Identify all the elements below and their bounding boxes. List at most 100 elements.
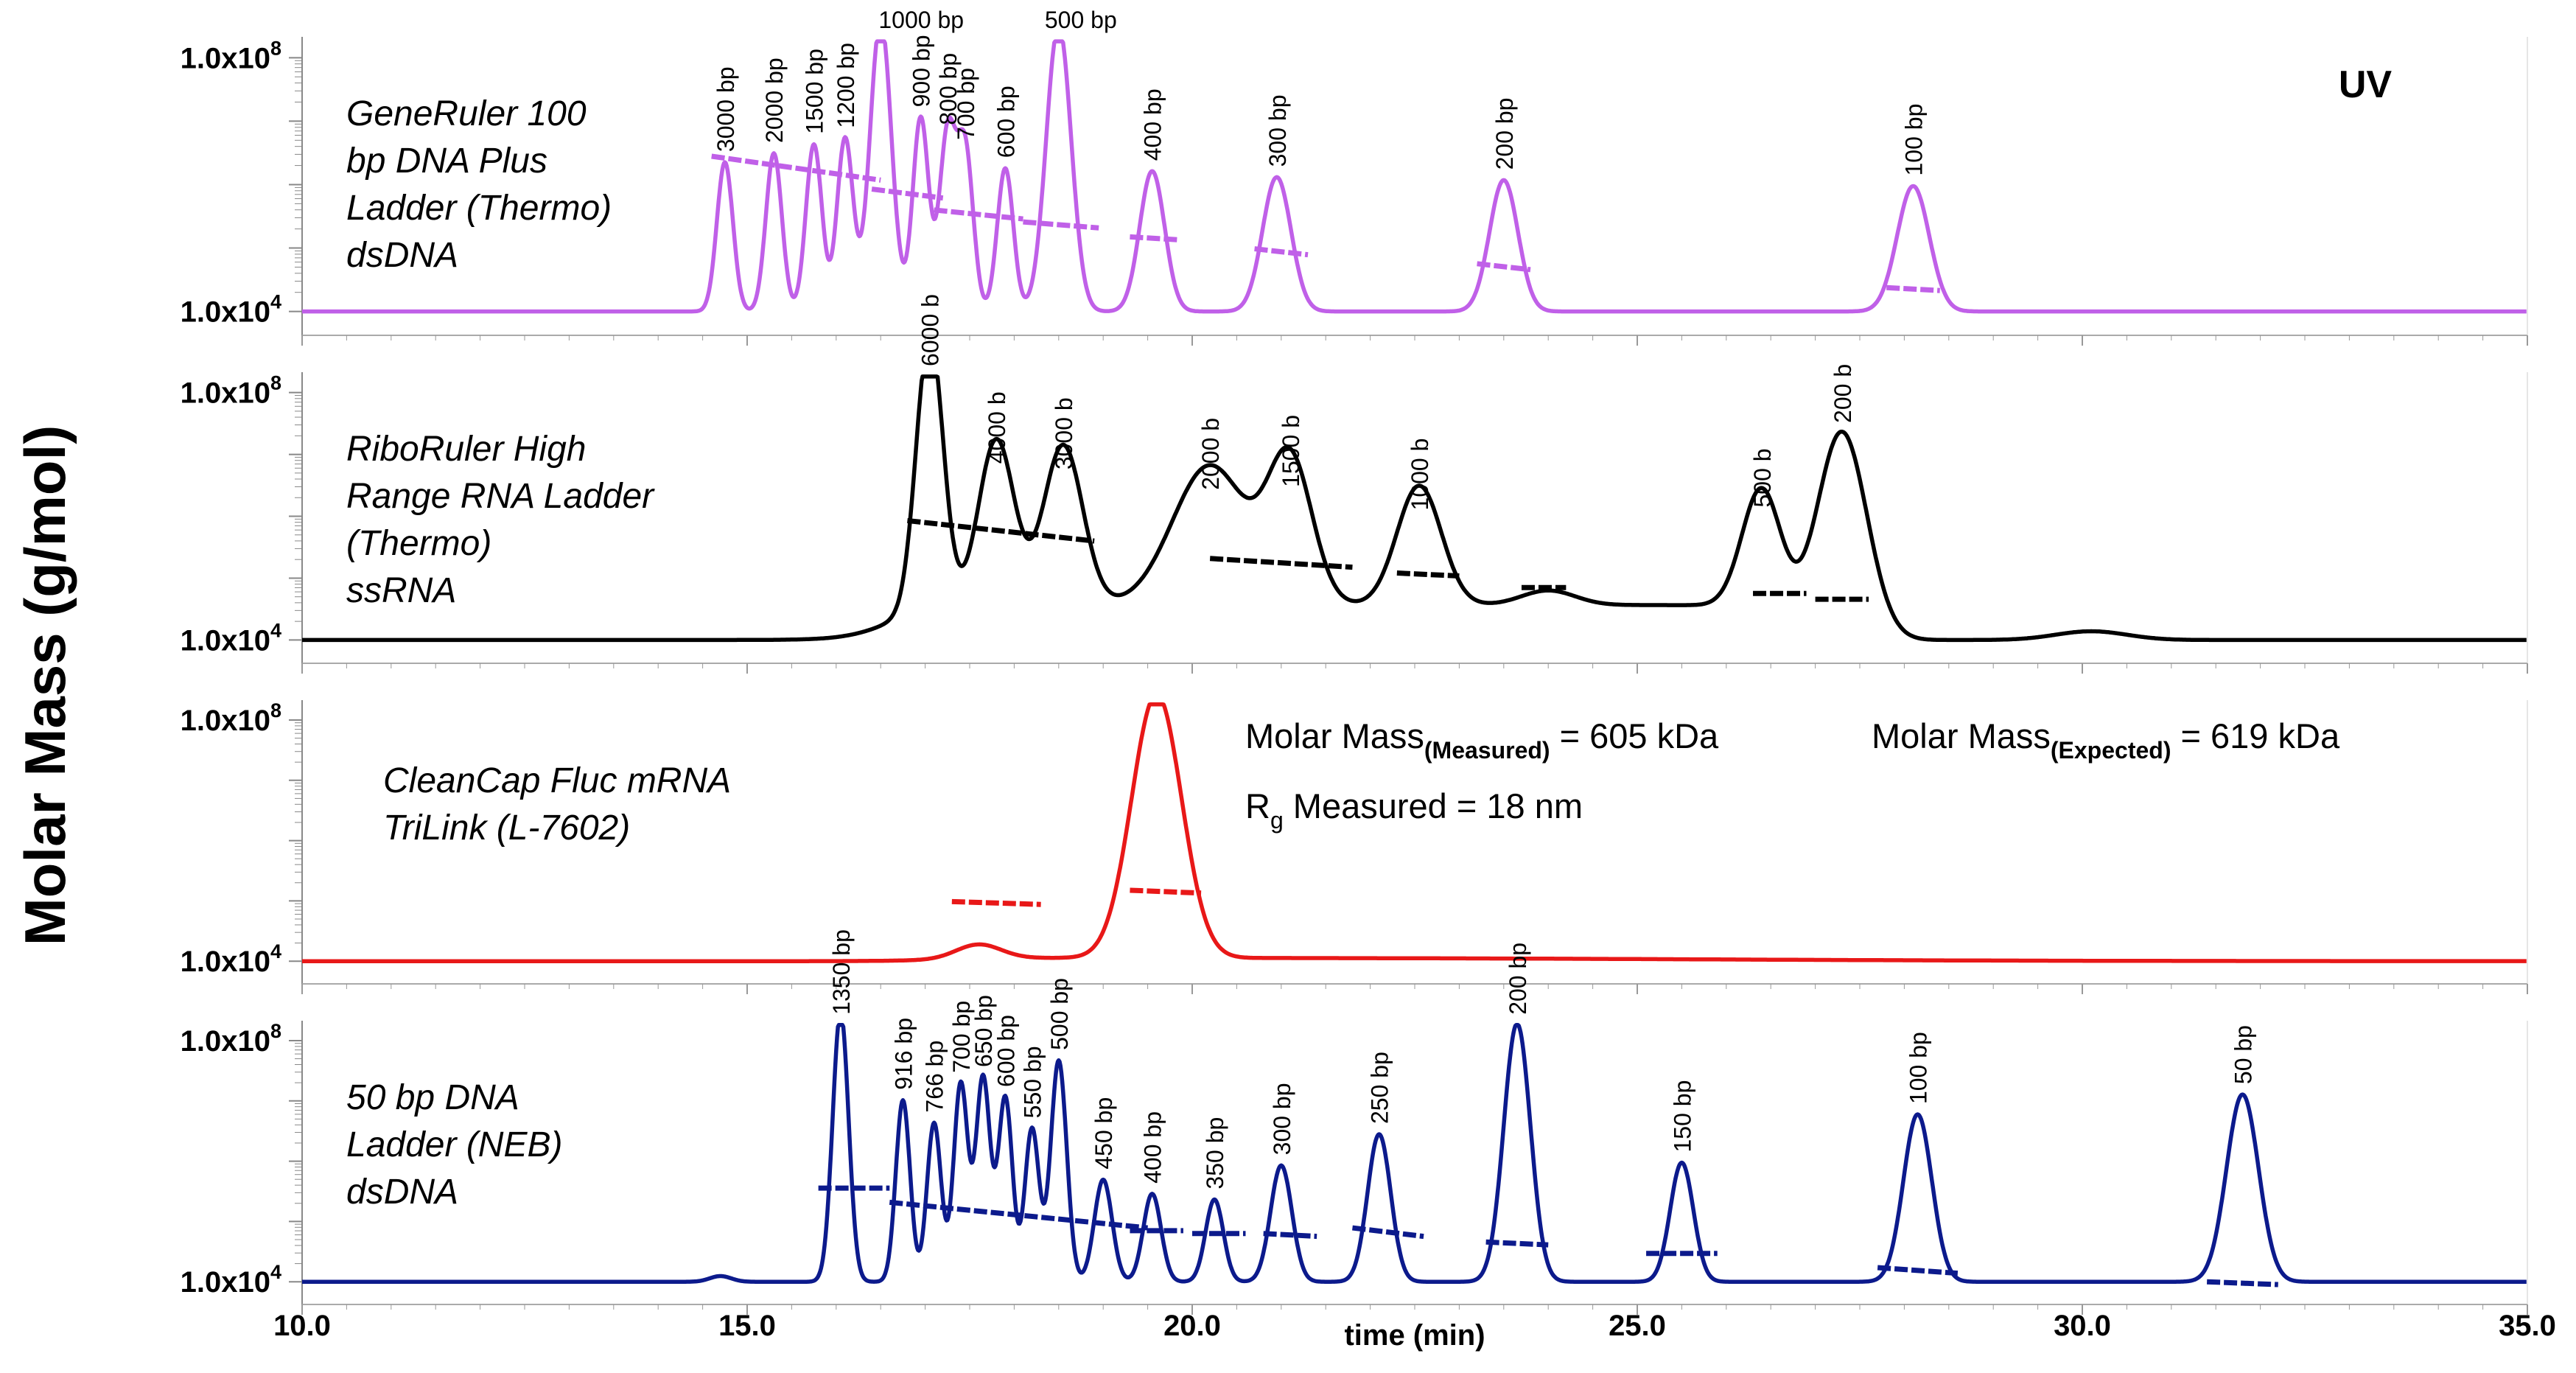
peak-label: 100 bp <box>1905 1032 1932 1104</box>
molar-mass-segment <box>871 186 944 201</box>
molar-mass-segment <box>1130 234 1180 242</box>
peak-label: 3000 b <box>1051 397 1077 469</box>
svg-text:Rg Measured = 18 nm: Rg Measured = 18 nm <box>1245 786 1583 834</box>
x-axis: 10.0 15.0 20.0 25.0 30.0 35.0 <box>273 1310 2556 1342</box>
peak-label: 650 bp <box>970 995 997 1067</box>
y-tick-label-bottom: 1.0x104 <box>181 940 281 978</box>
peak-label: 2000 b <box>1197 418 1224 490</box>
x-tick-label: 35.0 <box>2499 1310 2556 1342</box>
molar-mass-segment <box>1023 219 1099 231</box>
molar-mass-segment <box>1209 556 1353 570</box>
peak-label: 766 bp <box>922 1041 948 1113</box>
series-name-line: bp DNA Plus <box>346 142 547 181</box>
series-name-line: Range RNA Ladder <box>346 477 655 516</box>
peak-label: 250 bp <box>1367 1052 1393 1124</box>
molar-mass-measured-annotation: Molar Mass(Measured) = 605 kDa <box>1245 716 1719 764</box>
series-name-line: RiboRuler High <box>346 430 586 469</box>
series-name-line: GeneRuler 100 <box>346 94 587 133</box>
svg-text:Molar Mass(Measured) = 605 kDa: Molar Mass(Measured) = 605 kDa <box>1245 716 1719 764</box>
molar-mass-segment <box>889 1199 1148 1231</box>
y-axis-label: Molar Mass (g/mol) <box>13 425 77 946</box>
peak-label: 400 bp <box>1140 1111 1166 1184</box>
peak-label: 916 bp <box>890 1018 917 1090</box>
peak-label: 1200 bp <box>833 43 859 128</box>
molar-mass-segment <box>1477 261 1531 273</box>
peak-label: 100 bp <box>1900 104 1927 176</box>
uv-trace <box>301 1023 2528 1284</box>
panel-4: 1.0x108 1.0x104 50 bp DNA Ladder (NEB) dsDNA… <box>181 929 2528 1315</box>
peak-label: 800 bp <box>935 53 962 125</box>
series-name-line: (Thermo) <box>346 524 491 563</box>
series-name-line: dsDNA <box>346 236 458 275</box>
peak-label: 1000 b <box>1407 439 1433 511</box>
uv-trace <box>301 39 2528 314</box>
molar-mass-segment <box>951 898 1041 907</box>
peak-label: 500 b <box>1749 448 1776 507</box>
mm-measured-sub: (Measured) <box>1424 737 1550 764</box>
molar-mass-segment <box>934 207 1023 222</box>
series-name-line: Ladder (NEB) <box>346 1125 562 1164</box>
mm-expected-value: = 619 kDa <box>2171 716 2339 755</box>
molar-mass-segment <box>907 517 1095 544</box>
x-tick-label: 15.0 <box>718 1310 776 1342</box>
x-tick-label: 20.0 <box>1163 1310 1221 1342</box>
molar-mass-expected-annotation: Molar Mass(Expected) = 619 kDa <box>1872 716 2340 764</box>
peak-label: 900 bp <box>909 35 935 107</box>
series-name-line: TriLink (L-7602) <box>383 808 630 848</box>
peak-label: 2000 bp <box>761 57 788 143</box>
y-tick-label-bottom: 1.0x104 <box>181 1261 281 1299</box>
x-tick-label: 10.0 <box>273 1310 331 1342</box>
peak-label: 150 bp <box>1669 1080 1695 1153</box>
peak-label: 300 bp <box>1269 1083 1295 1155</box>
molar-mass-segment <box>1877 1265 1959 1276</box>
x-axis-label: time (min) <box>1344 1319 1485 1352</box>
molar-mass-segment <box>1396 570 1460 579</box>
peak-label: 4000 b <box>984 391 1010 464</box>
peak-label: 1000 bp <box>878 7 964 33</box>
molar-mass-segment <box>1130 887 1202 896</box>
peak-label: 600 bp <box>993 1015 1019 1087</box>
y-tick-label-top: 1.0x108 <box>181 372 281 410</box>
peak-label: 600 bp <box>993 85 1019 158</box>
y-tick-label-top: 1.0x108 <box>181 699 281 737</box>
mm-expected-sub: (Expected) <box>2051 737 2171 764</box>
series-name-line: 50 bp DNA <box>346 1078 519 1117</box>
peak-label: 1350 bp <box>828 929 855 1015</box>
rg-sub: g <box>1270 807 1284 834</box>
molar-mass-segment <box>2206 1279 2278 1288</box>
peak-label: 300 bp <box>1264 94 1291 167</box>
peak-label: 1500 b <box>1278 415 1304 487</box>
series-name-line: dsDNA <box>346 1173 458 1212</box>
peak-label: 3000 bp <box>713 66 739 152</box>
uv-trace <box>301 374 2528 643</box>
peak-label: 50 bp <box>2230 1025 2256 1084</box>
peak-label: 6000 b <box>917 294 944 366</box>
panels: 1.0x108 1.0x104 GeneRuler 100 bp DNA Plus La… <box>181 7 2528 1315</box>
peak-label: 450 bp <box>1091 1097 1117 1170</box>
molar-mass-segment <box>711 153 881 183</box>
peak-label: 700 bp <box>948 1001 975 1073</box>
mm-expected-text: Molar Mass <box>1872 716 2051 755</box>
x-tick-label: 25.0 <box>1609 1310 1666 1342</box>
rg-annotation: Rg Measured = 18 nm <box>1245 786 1583 834</box>
peak-label: 500 bp <box>1046 978 1073 1050</box>
panel-2: 1.0x108 1.0x104 RiboRuler High Range RNA La… <box>181 294 2528 674</box>
peak-label: 1500 bp <box>802 49 828 134</box>
y-tick-label-top: 1.0x108 <box>181 1020 281 1058</box>
y-tick-label-bottom: 1.0x104 <box>181 619 281 657</box>
rg-text: R <box>1245 786 1270 825</box>
peak-label: 550 bp <box>1020 1046 1046 1118</box>
peak-label: 200 bp <box>1505 943 1531 1015</box>
series-name-line: ssRNA <box>346 571 456 610</box>
molar-mass-segment <box>1886 284 1940 293</box>
series-name-line: Ladder (Thermo) <box>346 189 612 228</box>
detector-label: UV <box>2339 63 2393 106</box>
peak-label: 350 bp <box>1202 1117 1228 1189</box>
molar-mass-segment <box>1485 1239 1549 1248</box>
peak-label: 200 bp <box>1491 98 1518 170</box>
panel-3: 1.0x108 1.0x104 CleanCap Fluc mRNA TriLink … <box>181 699 2528 994</box>
mm-measured-text: Molar Mass <box>1245 716 1424 755</box>
peak-label: 200 b <box>1830 364 1856 423</box>
y-tick-label-top: 1.0x108 <box>181 37 281 74</box>
